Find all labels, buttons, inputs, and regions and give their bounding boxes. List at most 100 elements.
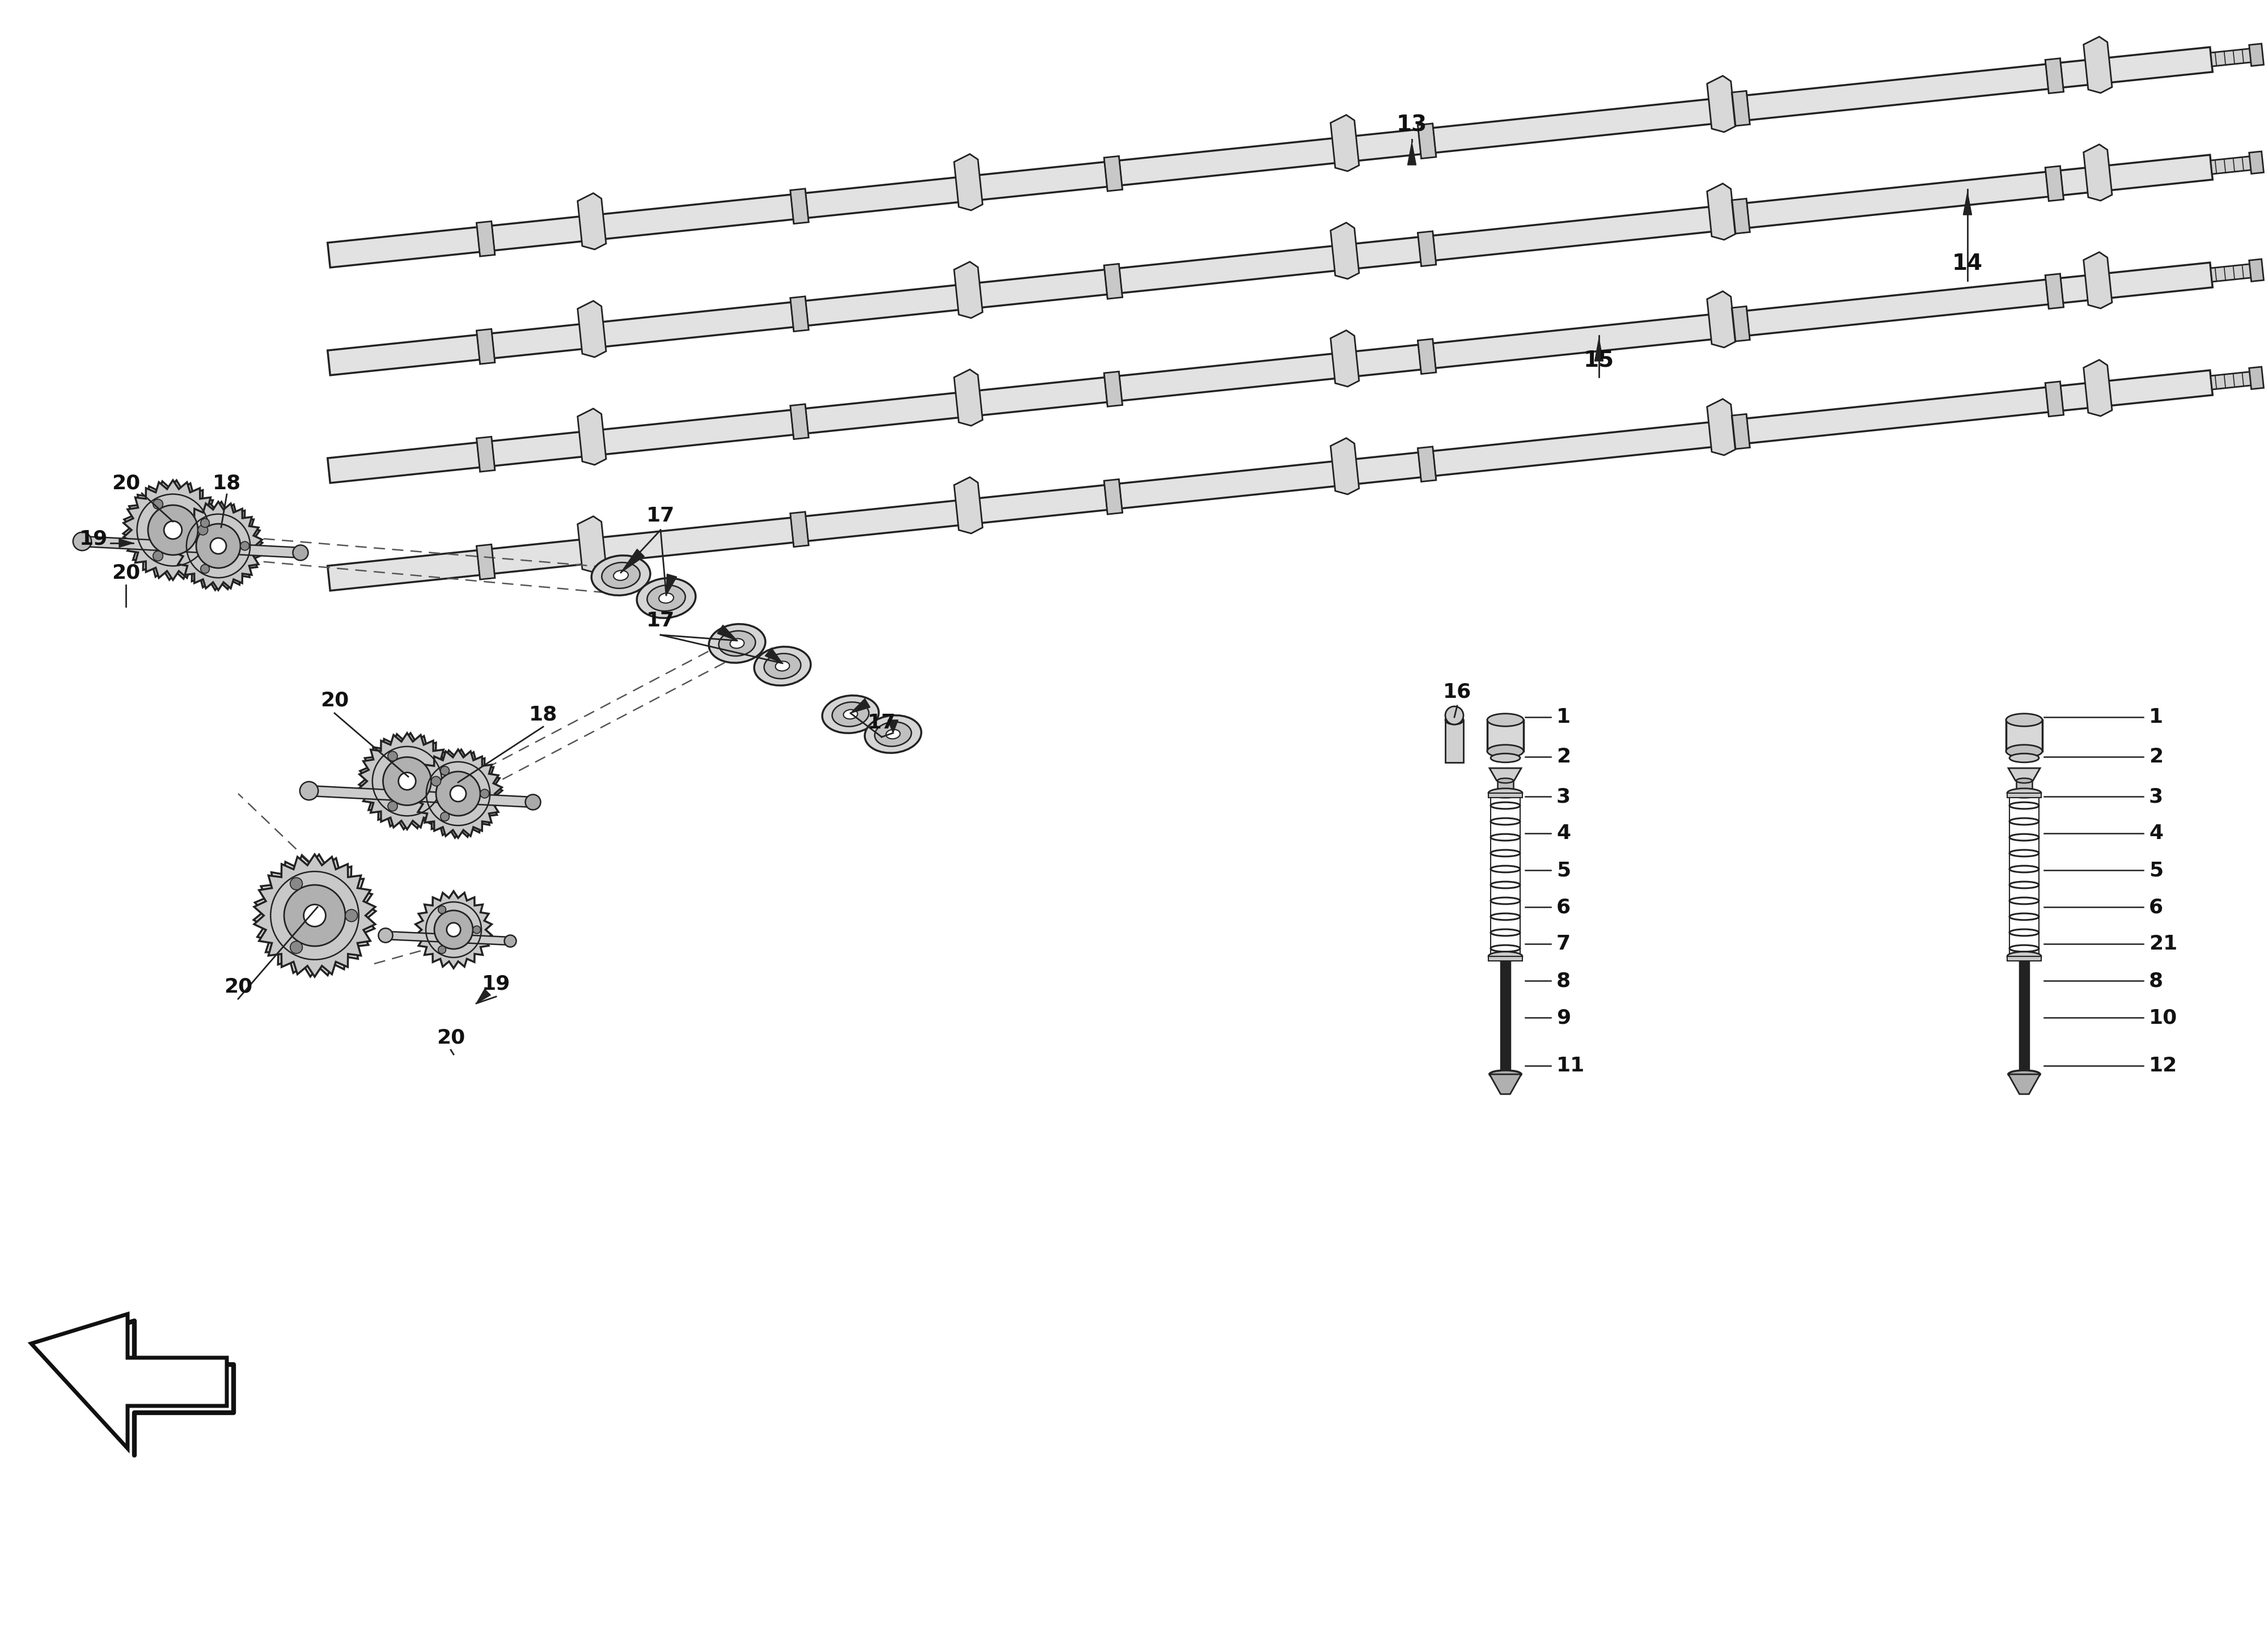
Polygon shape (2211, 48, 2257, 66)
Text: 6: 6 (2150, 898, 2164, 917)
Text: 20: 20 (111, 562, 141, 582)
Polygon shape (578, 516, 606, 572)
Ellipse shape (592, 556, 651, 595)
Polygon shape (327, 48, 2214, 268)
Circle shape (299, 781, 318, 801)
Ellipse shape (615, 570, 628, 580)
Circle shape (197, 526, 238, 566)
Polygon shape (2084, 145, 2112, 201)
Polygon shape (327, 370, 2214, 590)
Polygon shape (254, 855, 374, 977)
Circle shape (386, 760, 429, 802)
Text: 6: 6 (1556, 898, 1572, 917)
Text: 20: 20 (225, 977, 252, 996)
Polygon shape (789, 511, 810, 547)
Circle shape (438, 906, 447, 914)
Text: 5: 5 (2150, 860, 2164, 880)
Polygon shape (2084, 252, 2112, 309)
Bar (2007, 792, 2041, 797)
Polygon shape (1708, 76, 1735, 132)
Circle shape (388, 751, 397, 761)
Text: 4: 4 (2150, 824, 2164, 843)
Polygon shape (1417, 123, 1436, 158)
Polygon shape (175, 501, 263, 590)
Polygon shape (476, 437, 494, 472)
Polygon shape (122, 480, 222, 580)
Polygon shape (1730, 306, 1751, 342)
Polygon shape (1105, 372, 1123, 406)
Circle shape (304, 904, 327, 927)
Circle shape (435, 771, 481, 815)
Polygon shape (1105, 478, 1123, 515)
Polygon shape (2250, 44, 2263, 66)
Polygon shape (1417, 339, 1436, 373)
Bar (1488, 720, 1524, 751)
Polygon shape (1964, 192, 1971, 215)
Circle shape (438, 945, 447, 954)
Ellipse shape (2009, 753, 2039, 763)
Circle shape (200, 518, 209, 528)
Polygon shape (2084, 36, 2112, 94)
Ellipse shape (755, 646, 810, 686)
Ellipse shape (2007, 745, 2041, 758)
Polygon shape (789, 189, 810, 224)
Polygon shape (358, 733, 456, 829)
Circle shape (440, 812, 449, 820)
Polygon shape (476, 329, 494, 363)
Circle shape (526, 794, 540, 810)
Polygon shape (955, 477, 982, 533)
Text: 20: 20 (320, 690, 349, 710)
Polygon shape (850, 699, 871, 713)
Polygon shape (578, 192, 606, 250)
Circle shape (503, 935, 517, 947)
Circle shape (211, 538, 227, 554)
Ellipse shape (2009, 1070, 2041, 1078)
Circle shape (379, 929, 392, 942)
Polygon shape (1490, 768, 1522, 781)
Text: 12: 12 (2150, 1055, 2177, 1075)
Bar (1445, 720, 1463, 763)
Circle shape (447, 922, 460, 937)
Polygon shape (2211, 372, 2257, 390)
Polygon shape (2084, 360, 2112, 416)
Bar (2007, 957, 2041, 960)
Polygon shape (358, 733, 456, 829)
Ellipse shape (1488, 713, 1524, 727)
Polygon shape (1331, 115, 1359, 171)
Ellipse shape (776, 661, 789, 671)
Ellipse shape (2016, 778, 2032, 783)
Polygon shape (1331, 437, 1359, 495)
Polygon shape (476, 990, 490, 1003)
Text: 16: 16 (1442, 682, 1472, 702)
Polygon shape (1708, 184, 1735, 240)
Polygon shape (578, 301, 606, 357)
Ellipse shape (710, 625, 764, 663)
Polygon shape (415, 891, 492, 968)
Text: 10: 10 (2150, 1008, 2177, 1028)
Polygon shape (955, 155, 982, 210)
Ellipse shape (601, 562, 640, 589)
Polygon shape (175, 501, 263, 590)
Circle shape (197, 524, 209, 534)
Ellipse shape (1445, 715, 1463, 725)
Bar (1488, 957, 1522, 960)
Text: 3: 3 (1556, 787, 1572, 806)
Circle shape (383, 758, 431, 806)
Polygon shape (621, 549, 644, 572)
Text: 8: 8 (2150, 972, 2164, 990)
Polygon shape (2046, 381, 2064, 416)
Polygon shape (415, 750, 501, 838)
Bar (1497, 781, 1513, 791)
Circle shape (150, 508, 195, 552)
Ellipse shape (1490, 1070, 1522, 1078)
Polygon shape (254, 855, 376, 977)
Text: 17: 17 (866, 713, 896, 733)
Polygon shape (789, 404, 810, 439)
Circle shape (147, 505, 197, 556)
Polygon shape (327, 155, 2214, 375)
Polygon shape (1730, 199, 1751, 233)
Text: 19: 19 (79, 529, 109, 547)
Polygon shape (2211, 263, 2257, 281)
Polygon shape (2046, 166, 2064, 201)
Polygon shape (32, 1314, 227, 1448)
